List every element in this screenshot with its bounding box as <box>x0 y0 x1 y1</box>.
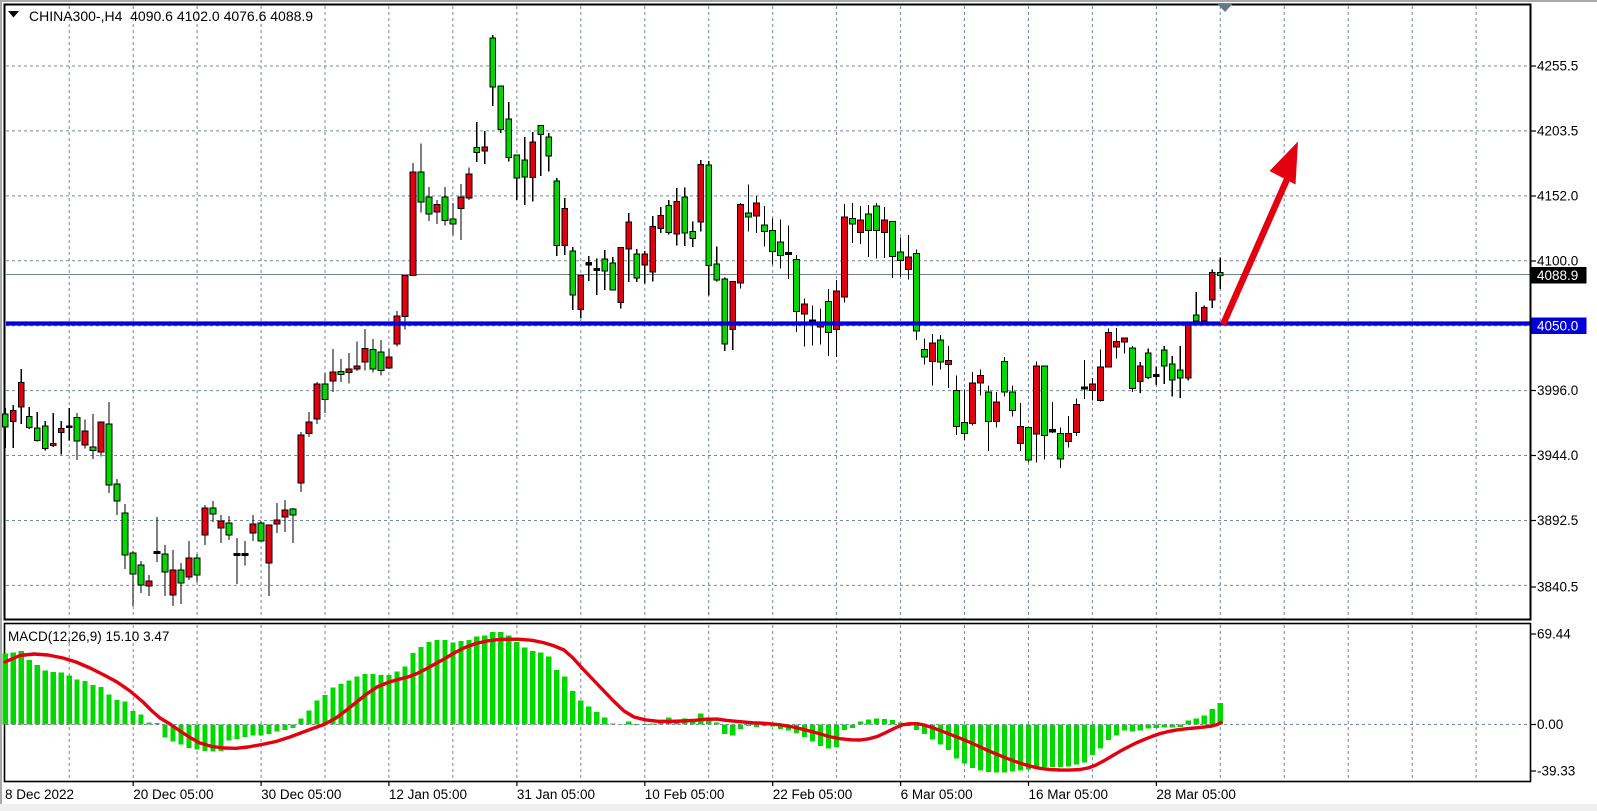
svg-text:22 Feb 05:00: 22 Feb 05:00 <box>773 787 853 802</box>
svg-text:CHINA300-,H4 4090.6 4102.0 40: CHINA300-,H4 4090.6 4102.0 4076.6 4088.9 <box>29 8 313 24</box>
svg-text:30 Dec 05:00: 30 Dec 05:00 <box>261 787 341 802</box>
svg-text:4088.9: 4088.9 <box>1537 268 1578 283</box>
svg-text:4152.0: 4152.0 <box>1537 189 1578 204</box>
svg-text:3892.5: 3892.5 <box>1537 513 1578 528</box>
svg-text:8 Dec 2022: 8 Dec 2022 <box>5 787 74 802</box>
svg-text:3996.0: 3996.0 <box>1537 383 1578 398</box>
svg-text:10 Feb 05:00: 10 Feb 05:00 <box>645 787 725 802</box>
svg-text:6 Mar 05:00: 6 Mar 05:00 <box>901 787 973 802</box>
svg-text:69.44: 69.44 <box>1537 627 1571 642</box>
svg-text:4203.5: 4203.5 <box>1537 124 1578 139</box>
svg-text:12 Jan 05:00: 12 Jan 05:00 <box>389 787 467 802</box>
svg-text:-39.33: -39.33 <box>1537 764 1575 779</box>
svg-text:3840.5: 3840.5 <box>1537 580 1578 595</box>
svg-text:4050.0: 4050.0 <box>1537 318 1578 333</box>
svg-text:28 Mar 05:00: 28 Mar 05:00 <box>1156 787 1236 802</box>
svg-text:3944.0: 3944.0 <box>1537 448 1578 463</box>
svg-text:20 Dec 05:00: 20 Dec 05:00 <box>133 787 213 802</box>
svg-text:4100.0: 4100.0 <box>1537 254 1578 269</box>
svg-text:31 Jan 05:00: 31 Jan 05:00 <box>517 787 595 802</box>
svg-text:0.00: 0.00 <box>1537 717 1563 732</box>
svg-text:4255.5: 4255.5 <box>1537 59 1578 74</box>
svg-text:MACD(12,26,9) 15.10 3.47: MACD(12,26,9) 15.10 3.47 <box>8 629 169 644</box>
svg-text:16 Mar 05:00: 16 Mar 05:00 <box>1029 787 1109 802</box>
